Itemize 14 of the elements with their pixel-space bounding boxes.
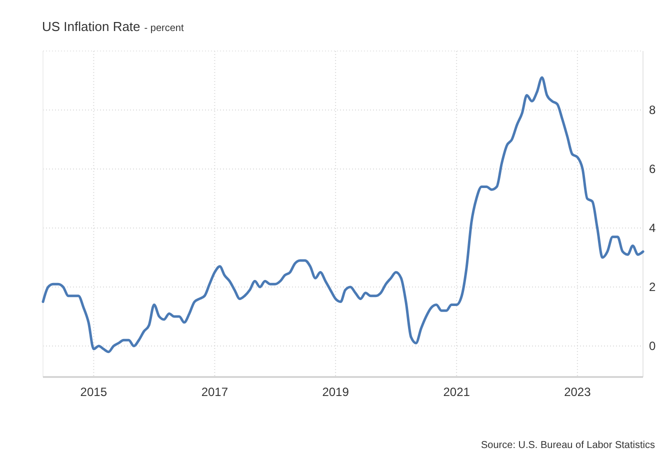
x-tick-label: 2015 [80, 385, 108, 399]
y-tick-label: 8 [649, 103, 656, 118]
chart-subtitle: - percent [144, 23, 184, 34]
y-tick-label: 0 [649, 339, 656, 354]
y-tick-label: 2 [649, 280, 656, 294]
line-series [42, 76, 644, 354]
x-tick-label: 2019 [322, 385, 350, 399]
x-tick-label: 2017 [201, 385, 228, 399]
x-tick-label: 2023 [564, 385, 592, 399]
x-tick-label: 2021 [443, 385, 470, 399]
y-tick-label: 6 [649, 162, 656, 176]
source-note: Source: U.S. Bureau of Labor Statistics [481, 440, 655, 451]
y-tick-label: 4 [649, 221, 656, 236]
chart-title: US Inflation Rate [42, 19, 140, 34]
